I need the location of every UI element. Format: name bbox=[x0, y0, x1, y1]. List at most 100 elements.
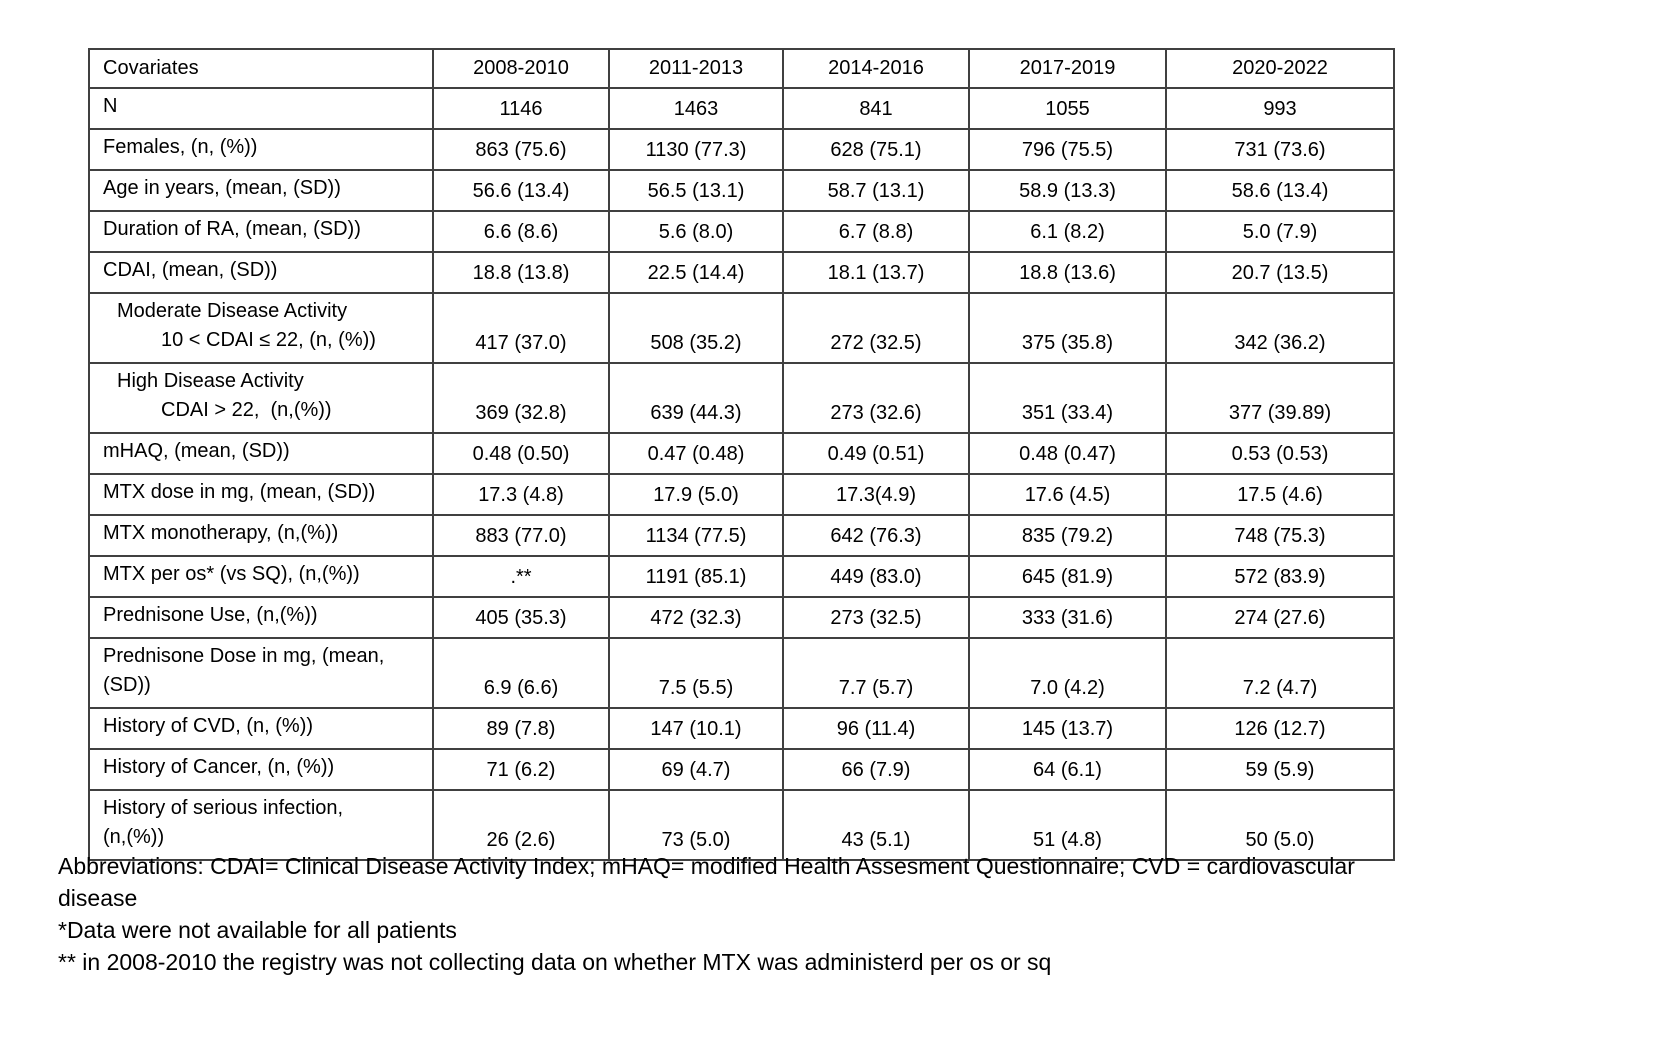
cell-value: 274 (27.6) bbox=[1165, 596, 1395, 639]
row-label-line: Females, (n, (%)) bbox=[103, 136, 258, 158]
cell-value: 6.9 (6.6) bbox=[432, 637, 610, 709]
cell-value: 333 (31.6) bbox=[968, 596, 1167, 639]
header-covariates: Covariates bbox=[88, 48, 434, 89]
cell-value: 66 (7.9) bbox=[782, 748, 970, 791]
row-label: Females, (n, (%)) bbox=[88, 128, 434, 171]
cell-value: 51 (4.8) bbox=[968, 789, 1167, 861]
cell-value: 0.47 (0.48) bbox=[608, 432, 784, 475]
row-label-line: (n,(%)) bbox=[103, 826, 165, 848]
cell-value: 1191 (85.1) bbox=[608, 555, 784, 598]
cell-value: 449 (83.0) bbox=[782, 555, 970, 598]
table-row: mHAQ, (mean, (SD)) 0.48 (0.50) 0.47 (0.48)… bbox=[88, 432, 1395, 475]
table-row: History of CVD, (n, (%)) 89 (7.8) 147 (10.… bbox=[88, 707, 1395, 750]
cell-value: 147 (10.1) bbox=[608, 707, 784, 750]
table-row: Prednisone Use, (n,(%)) 405 (35.3) 472 (32… bbox=[88, 596, 1395, 639]
cell-value: 58.9 (13.3) bbox=[968, 169, 1167, 212]
row-label-line: CDAI, (mean, (SD)) bbox=[103, 259, 278, 281]
cell-value: 18.8 (13.8) bbox=[432, 251, 610, 294]
cell-value: 7.0 (4.2) bbox=[968, 637, 1167, 709]
header-period-2014-2016: 2014-2016 bbox=[782, 48, 970, 89]
row-label: History of Cancer, (n, (%)) bbox=[88, 748, 434, 791]
cell-value: 26 (2.6) bbox=[432, 789, 610, 861]
cell-value: 273 (32.5) bbox=[782, 596, 970, 639]
cell-value: 0.48 (0.50) bbox=[432, 432, 610, 475]
asterisk-footnote: *Data were not available for all patient… bbox=[58, 917, 457, 943]
cell-value: 6.6 (8.6) bbox=[432, 210, 610, 253]
cell-value: 272 (32.5) bbox=[782, 292, 970, 364]
cell-value: 796 (75.5) bbox=[968, 128, 1167, 171]
cell-value: 96 (11.4) bbox=[782, 707, 970, 750]
table-header-row: Covariates 2008-2010 2011-2013 2014-2016… bbox=[88, 48, 1395, 89]
cell-value: .** bbox=[432, 555, 610, 598]
cell-value: 6.1 (8.2) bbox=[968, 210, 1167, 253]
cell-value: 835 (79.2) bbox=[968, 514, 1167, 557]
cell-value: 7.7 (5.7) bbox=[782, 637, 970, 709]
row-label-line: High Disease Activity bbox=[117, 370, 304, 392]
cell-value: 1055 bbox=[968, 87, 1167, 130]
table-body: N 1146 1463 841 1055 993 Females, (n, (%)) 863 … bbox=[88, 87, 1395, 861]
row-label: Duration of RA, (mean, (SD)) bbox=[88, 210, 434, 253]
row-label-line: Age in years, (mean, (SD)) bbox=[103, 177, 341, 199]
table-row: Prednisone Dose in mg, (mean, (SD)) 6.9 (6… bbox=[88, 637, 1395, 709]
cell-value: 6.7 (8.8) bbox=[782, 210, 970, 253]
row-label-line: N bbox=[103, 95, 118, 117]
row-label-line: 10 < CDAI ≤ 22, (n, (%)) bbox=[161, 329, 376, 351]
cell-value: 731 (73.6) bbox=[1165, 128, 1395, 171]
cell-value: 50 (5.0) bbox=[1165, 789, 1395, 861]
row-label: Prednisone Use, (n,(%)) bbox=[88, 596, 434, 639]
cell-value: 405 (35.3) bbox=[432, 596, 610, 639]
table-row: Moderate Disease Activity 10 < CDAI ≤ 22,… bbox=[88, 292, 1395, 364]
cell-value: 69 (4.7) bbox=[608, 748, 784, 791]
cell-value: 369 (32.8) bbox=[432, 362, 610, 434]
table-row: History of Cancer, (n, (%)) 71 (6.2) 69 (4… bbox=[88, 748, 1395, 791]
row-label-line: CDAI > 22, (n,(%)) bbox=[161, 399, 332, 421]
cell-value: 58.7 (13.1) bbox=[782, 169, 970, 212]
abbreviations-note-line-2: disease bbox=[58, 885, 138, 911]
cell-value: 126 (12.7) bbox=[1165, 707, 1395, 750]
cell-value: 71 (6.2) bbox=[432, 748, 610, 791]
cell-value: 7.5 (5.5) bbox=[608, 637, 784, 709]
cell-value: 645 (81.9) bbox=[968, 555, 1167, 598]
header-period-2011-2013: 2011-2013 bbox=[608, 48, 784, 89]
cell-value: 863 (75.6) bbox=[432, 128, 610, 171]
cell-value: 883 (77.0) bbox=[432, 514, 610, 557]
cell-value: 0.53 (0.53) bbox=[1165, 432, 1395, 475]
cell-value: 375 (35.8) bbox=[968, 292, 1167, 364]
row-label: MTX dose in mg, (mean, (SD)) bbox=[88, 473, 434, 516]
table-row: Females, (n, (%)) 863 (75.6) 1130 (77.3) 62… bbox=[88, 128, 1395, 171]
row-label: Moderate Disease Activity 10 < CDAI ≤ 22,… bbox=[88, 292, 434, 364]
table-row: CDAI, (mean, (SD)) 18.8 (13.8) 22.5 (14.4)… bbox=[88, 251, 1395, 294]
row-label-line: (SD)) bbox=[103, 674, 151, 696]
cell-value: 20.7 (13.5) bbox=[1165, 251, 1395, 294]
row-label-line: mHAQ, (mean, (SD)) bbox=[103, 440, 290, 462]
row-label-line: History of CVD, (n, (%)) bbox=[103, 715, 314, 737]
row-label: Age in years, (mean, (SD)) bbox=[88, 169, 434, 212]
cell-value: 22.5 (14.4) bbox=[608, 251, 784, 294]
cell-value: 64 (6.1) bbox=[968, 748, 1167, 791]
cell-value: 639 (44.3) bbox=[608, 362, 784, 434]
row-label-line: MTX per os* (vs SQ), (n,(%)) bbox=[103, 563, 360, 585]
cell-value: 145 (13.7) bbox=[968, 707, 1167, 750]
cell-value: 417 (37.0) bbox=[432, 292, 610, 364]
row-label-line: History of serious infection, bbox=[103, 797, 344, 819]
cell-value: 59 (5.9) bbox=[1165, 748, 1395, 791]
double-asterisk-footnote: ** in 2008-2010 the registry was not col… bbox=[58, 949, 1052, 975]
row-label-line: Duration of RA, (mean, (SD)) bbox=[103, 218, 361, 240]
cell-value: 0.49 (0.51) bbox=[782, 432, 970, 475]
header-period-2020-2022: 2020-2022 bbox=[1165, 48, 1395, 89]
covariates-table: Covariates 2008-2010 2011-2013 2014-2016… bbox=[88, 48, 1395, 861]
cell-value: 17.3(4.9) bbox=[782, 473, 970, 516]
row-label-line: History of Cancer, (n, (%)) bbox=[103, 756, 335, 778]
footnotes: Abbreviations: CDAI= Clinical Disease Ac… bbox=[58, 850, 1618, 978]
row-label-line: Moderate Disease Activity bbox=[117, 300, 348, 322]
header-period-2008-2010: 2008-2010 bbox=[432, 48, 610, 89]
cell-value: 1146 bbox=[432, 87, 610, 130]
row-label-line: MTX dose in mg, (mean, (SD)) bbox=[103, 481, 376, 503]
cell-value: 273 (32.6) bbox=[782, 362, 970, 434]
cell-value: 43 (5.1) bbox=[782, 789, 970, 861]
cell-value: 841 bbox=[782, 87, 970, 130]
table-row: High Disease Activity CDAI > 22, (n,(%)) 3… bbox=[88, 362, 1395, 434]
cell-value: 1130 (77.3) bbox=[608, 128, 784, 171]
row-label: N bbox=[88, 87, 434, 130]
